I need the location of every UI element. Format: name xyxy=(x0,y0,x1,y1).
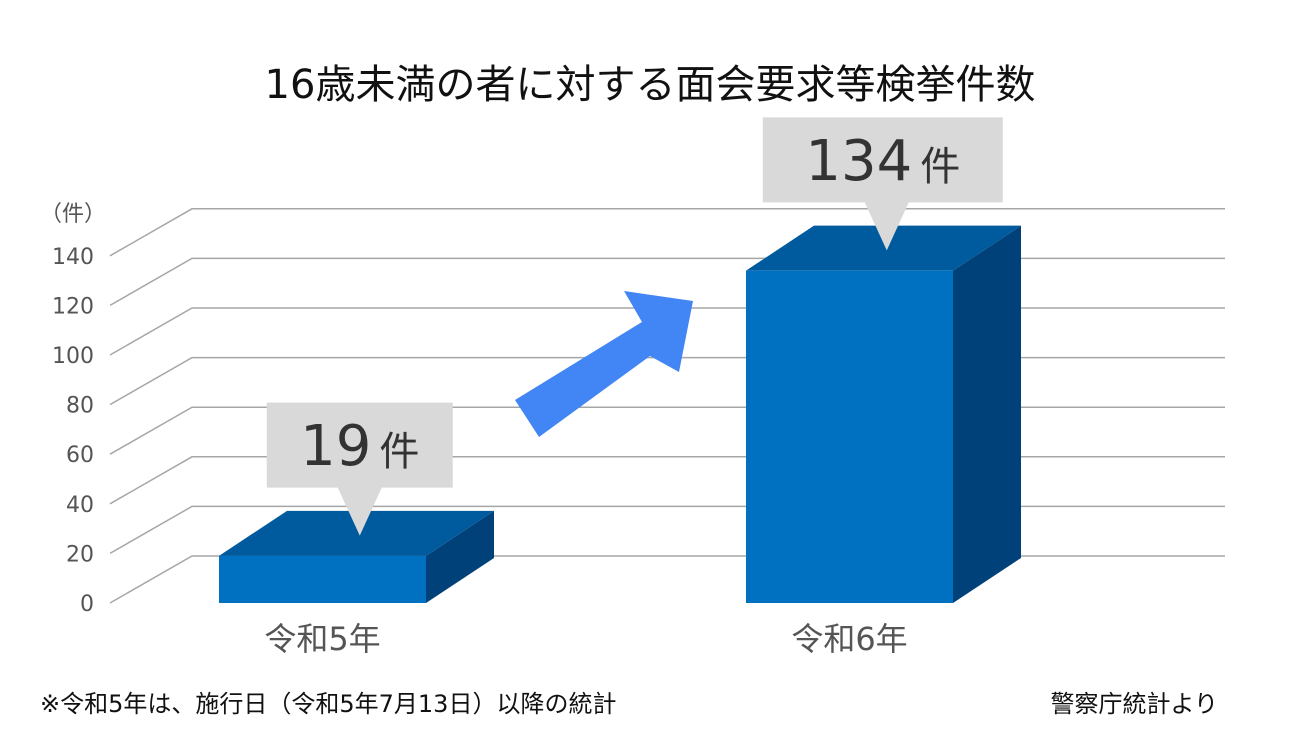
bar xyxy=(746,225,1021,603)
data-label-callouts: 19 件 134 件 xyxy=(266,117,1003,536)
bar-side xyxy=(953,225,1021,603)
y-tick-label: 80 xyxy=(66,394,94,419)
y-tick-label: 60 xyxy=(66,443,94,468)
data-label-callout: 19 件 xyxy=(266,402,453,536)
y-tick-label: 120 xyxy=(52,294,94,319)
chart-title: 16歳未満の者に対する面会要求等検挙件数 xyxy=(264,62,1036,108)
source-note: 警察庁統計より xyxy=(1050,690,1218,718)
y-tick-label: 140 xyxy=(52,245,94,270)
x-axis-ticks: 令和5年 令和6年 xyxy=(264,620,907,658)
bar-side xyxy=(426,510,494,603)
footnote: ※令和5年は、施行日（令和5年7月13日）以降の統計 xyxy=(40,690,617,718)
data-label: 134 件 xyxy=(805,129,960,194)
bar xyxy=(219,510,494,603)
increase-arrow xyxy=(515,291,693,437)
bars xyxy=(219,225,1021,603)
x-tick-label: 令和5年 xyxy=(264,620,380,658)
bar-front xyxy=(746,270,953,603)
callout-box xyxy=(266,402,453,536)
bar-front xyxy=(219,555,426,603)
bar-top xyxy=(746,225,1021,271)
y-tick-label: 40 xyxy=(66,493,94,518)
bar-top xyxy=(219,510,494,556)
y-tick-label: 0 xyxy=(80,592,94,617)
x-tick-label: 令和6年 xyxy=(791,620,907,658)
y-axis-unit-label: （件） xyxy=(40,202,107,227)
y-tick-label: 20 xyxy=(66,542,94,567)
y-axis-ticks: 0 20 40 60 80 100 120 140 xyxy=(52,245,94,617)
data-label-callout: 134 件 xyxy=(762,117,1003,251)
data-label: 19 件 xyxy=(300,414,419,479)
gridline xyxy=(109,208,1225,257)
callout-box xyxy=(762,117,1003,251)
arrow-shape xyxy=(515,291,693,437)
y-tick-label: 100 xyxy=(52,344,94,369)
